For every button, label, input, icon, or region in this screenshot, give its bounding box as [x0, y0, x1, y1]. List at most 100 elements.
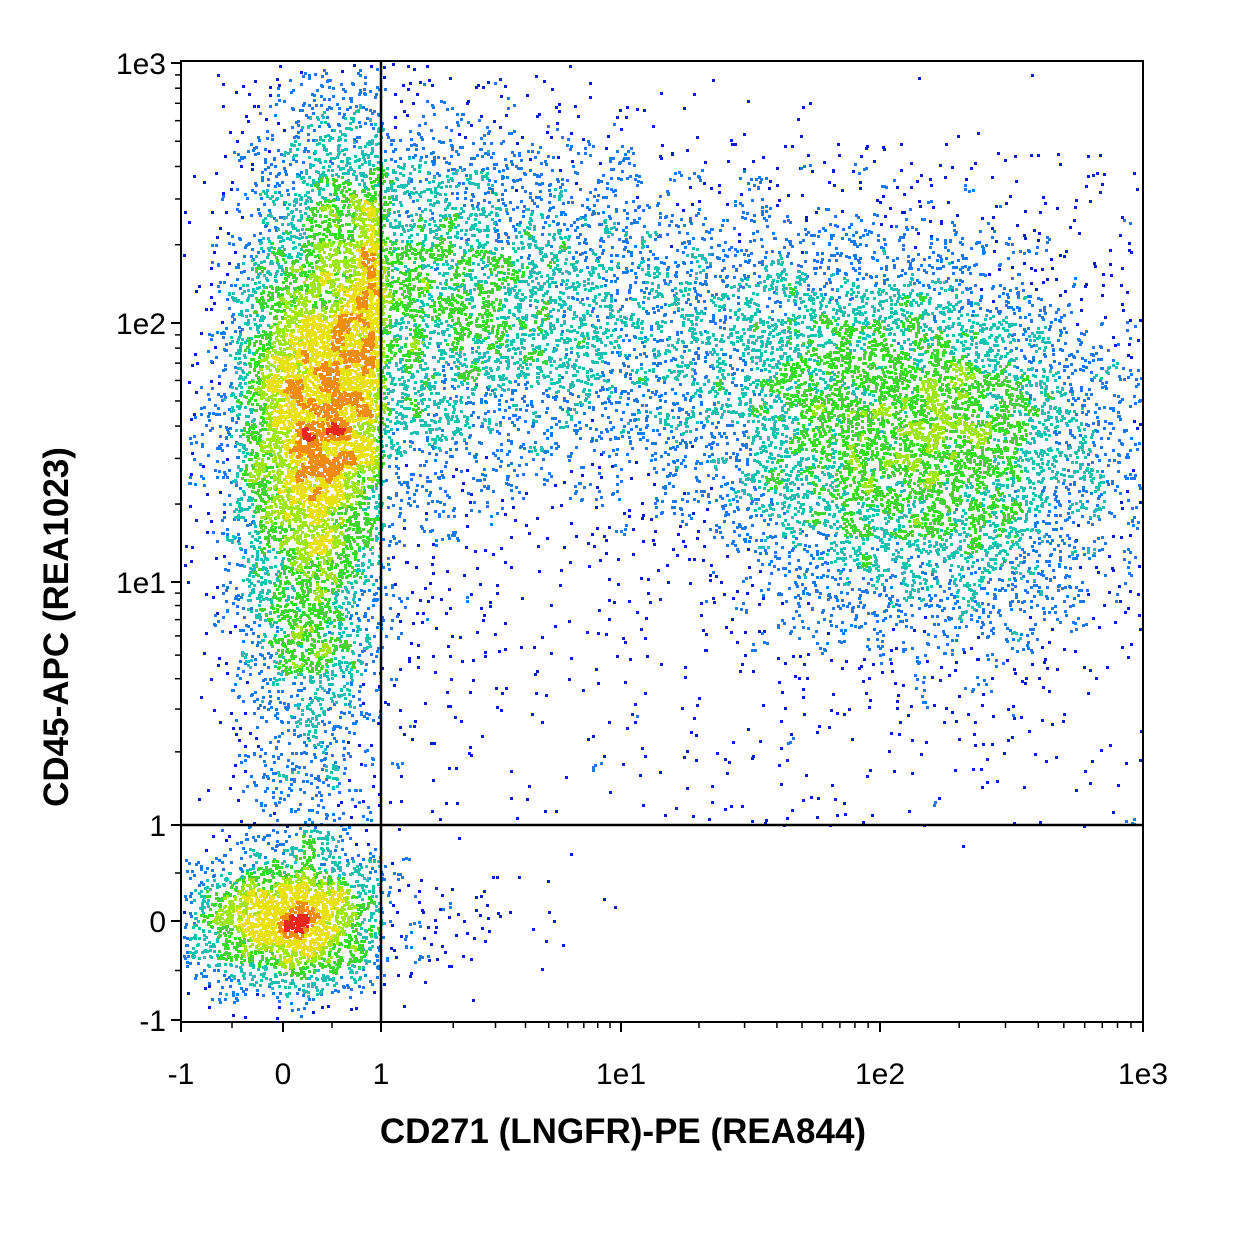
event-dot	[672, 548, 675, 551]
event-dot	[853, 240, 856, 243]
event-dot	[441, 538, 444, 541]
event-dot	[308, 998, 311, 1001]
event-dot	[563, 314, 566, 317]
event-dot	[672, 485, 675, 488]
event-dot	[351, 714, 354, 717]
event-dot	[862, 606, 865, 609]
event-dot	[759, 570, 762, 573]
event-dot	[876, 614, 879, 617]
event-dot	[334, 989, 337, 992]
event-dot	[614, 280, 617, 283]
event-dot	[365, 712, 368, 715]
event-dot	[505, 687, 508, 690]
event-dot	[267, 652, 270, 655]
event-dot	[1016, 650, 1019, 653]
event-dot	[1083, 553, 1086, 556]
event-dot	[707, 493, 710, 496]
event-dot	[773, 565, 776, 568]
event-dot	[496, 512, 499, 515]
event-dot	[243, 156, 246, 159]
event-dot	[469, 501, 472, 504]
event-dot	[622, 229, 625, 232]
event-dot	[933, 804, 936, 807]
event-dot	[230, 284, 233, 287]
event-dot	[812, 581, 815, 584]
event-dot	[846, 592, 849, 595]
event-dot	[1013, 312, 1016, 315]
event-dot	[184, 926, 187, 929]
event-dot	[676, 203, 679, 206]
event-dot	[205, 632, 208, 635]
event-dot	[936, 615, 939, 618]
event-dot	[504, 232, 507, 235]
event-dot	[818, 230, 821, 233]
event-dot	[652, 539, 655, 542]
event-dot	[393, 684, 396, 687]
event-dot	[760, 539, 763, 542]
event-dot	[1120, 536, 1123, 539]
event-dot	[265, 720, 268, 723]
event-dot	[1009, 629, 1012, 632]
event-dot	[650, 518, 653, 521]
event-dot	[422, 115, 425, 118]
event-dot	[434, 510, 437, 513]
event-dot	[237, 456, 240, 459]
event-dot	[290, 778, 293, 781]
event-dot	[1011, 243, 1014, 246]
event-dot	[1133, 172, 1136, 175]
event-dot	[1136, 427, 1139, 430]
event-dot	[320, 863, 323, 866]
event-dot	[1126, 291, 1129, 294]
event-dot	[808, 545, 811, 548]
event-dot	[620, 128, 623, 131]
event-dot	[871, 814, 874, 817]
event-dot	[822, 533, 825, 536]
event-dot	[682, 394, 685, 397]
event-dot	[348, 789, 351, 792]
event-dot	[471, 347, 474, 350]
event-dot	[293, 733, 296, 736]
event-dot	[745, 443, 748, 446]
event-dot	[1064, 290, 1067, 293]
event-dot	[890, 662, 893, 665]
event-dot	[871, 612, 874, 615]
event-dot	[940, 666, 943, 669]
event-dot	[395, 457, 398, 460]
event-dot	[751, 820, 754, 823]
event-dot	[276, 717, 279, 720]
event-dot	[932, 206, 935, 209]
event-dot	[882, 195, 885, 198]
event-dot	[507, 464, 510, 467]
event-dot	[772, 232, 775, 235]
event-dot	[938, 797, 941, 800]
event-dot	[394, 126, 397, 129]
event-dot	[206, 531, 209, 534]
event-dot	[666, 564, 669, 567]
event-dot	[236, 605, 239, 608]
event-dot	[890, 649, 893, 652]
event-dot	[1069, 432, 1072, 435]
event-dot	[225, 327, 228, 330]
event-dot	[964, 188, 967, 191]
event-dot	[712, 314, 715, 317]
event-dot	[718, 526, 721, 529]
event-dot	[550, 446, 553, 449]
event-dot	[253, 781, 256, 784]
event-dot	[382, 538, 385, 541]
event-dot	[196, 362, 199, 365]
event-dot	[460, 470, 463, 473]
event-dot	[507, 97, 510, 100]
event-dot	[210, 296, 213, 299]
event-dot	[257, 152, 260, 155]
event-dot	[511, 151, 514, 154]
event-dot	[761, 198, 764, 201]
event-dot	[1119, 418, 1122, 421]
event-dot	[615, 453, 618, 456]
event-dot	[548, 184, 551, 187]
event-dot	[980, 768, 983, 771]
event-dot	[221, 829, 224, 832]
event-dot	[1068, 575, 1071, 578]
event-dot	[1133, 395, 1136, 398]
event-dot	[256, 993, 259, 996]
event-dot	[1030, 649, 1033, 652]
